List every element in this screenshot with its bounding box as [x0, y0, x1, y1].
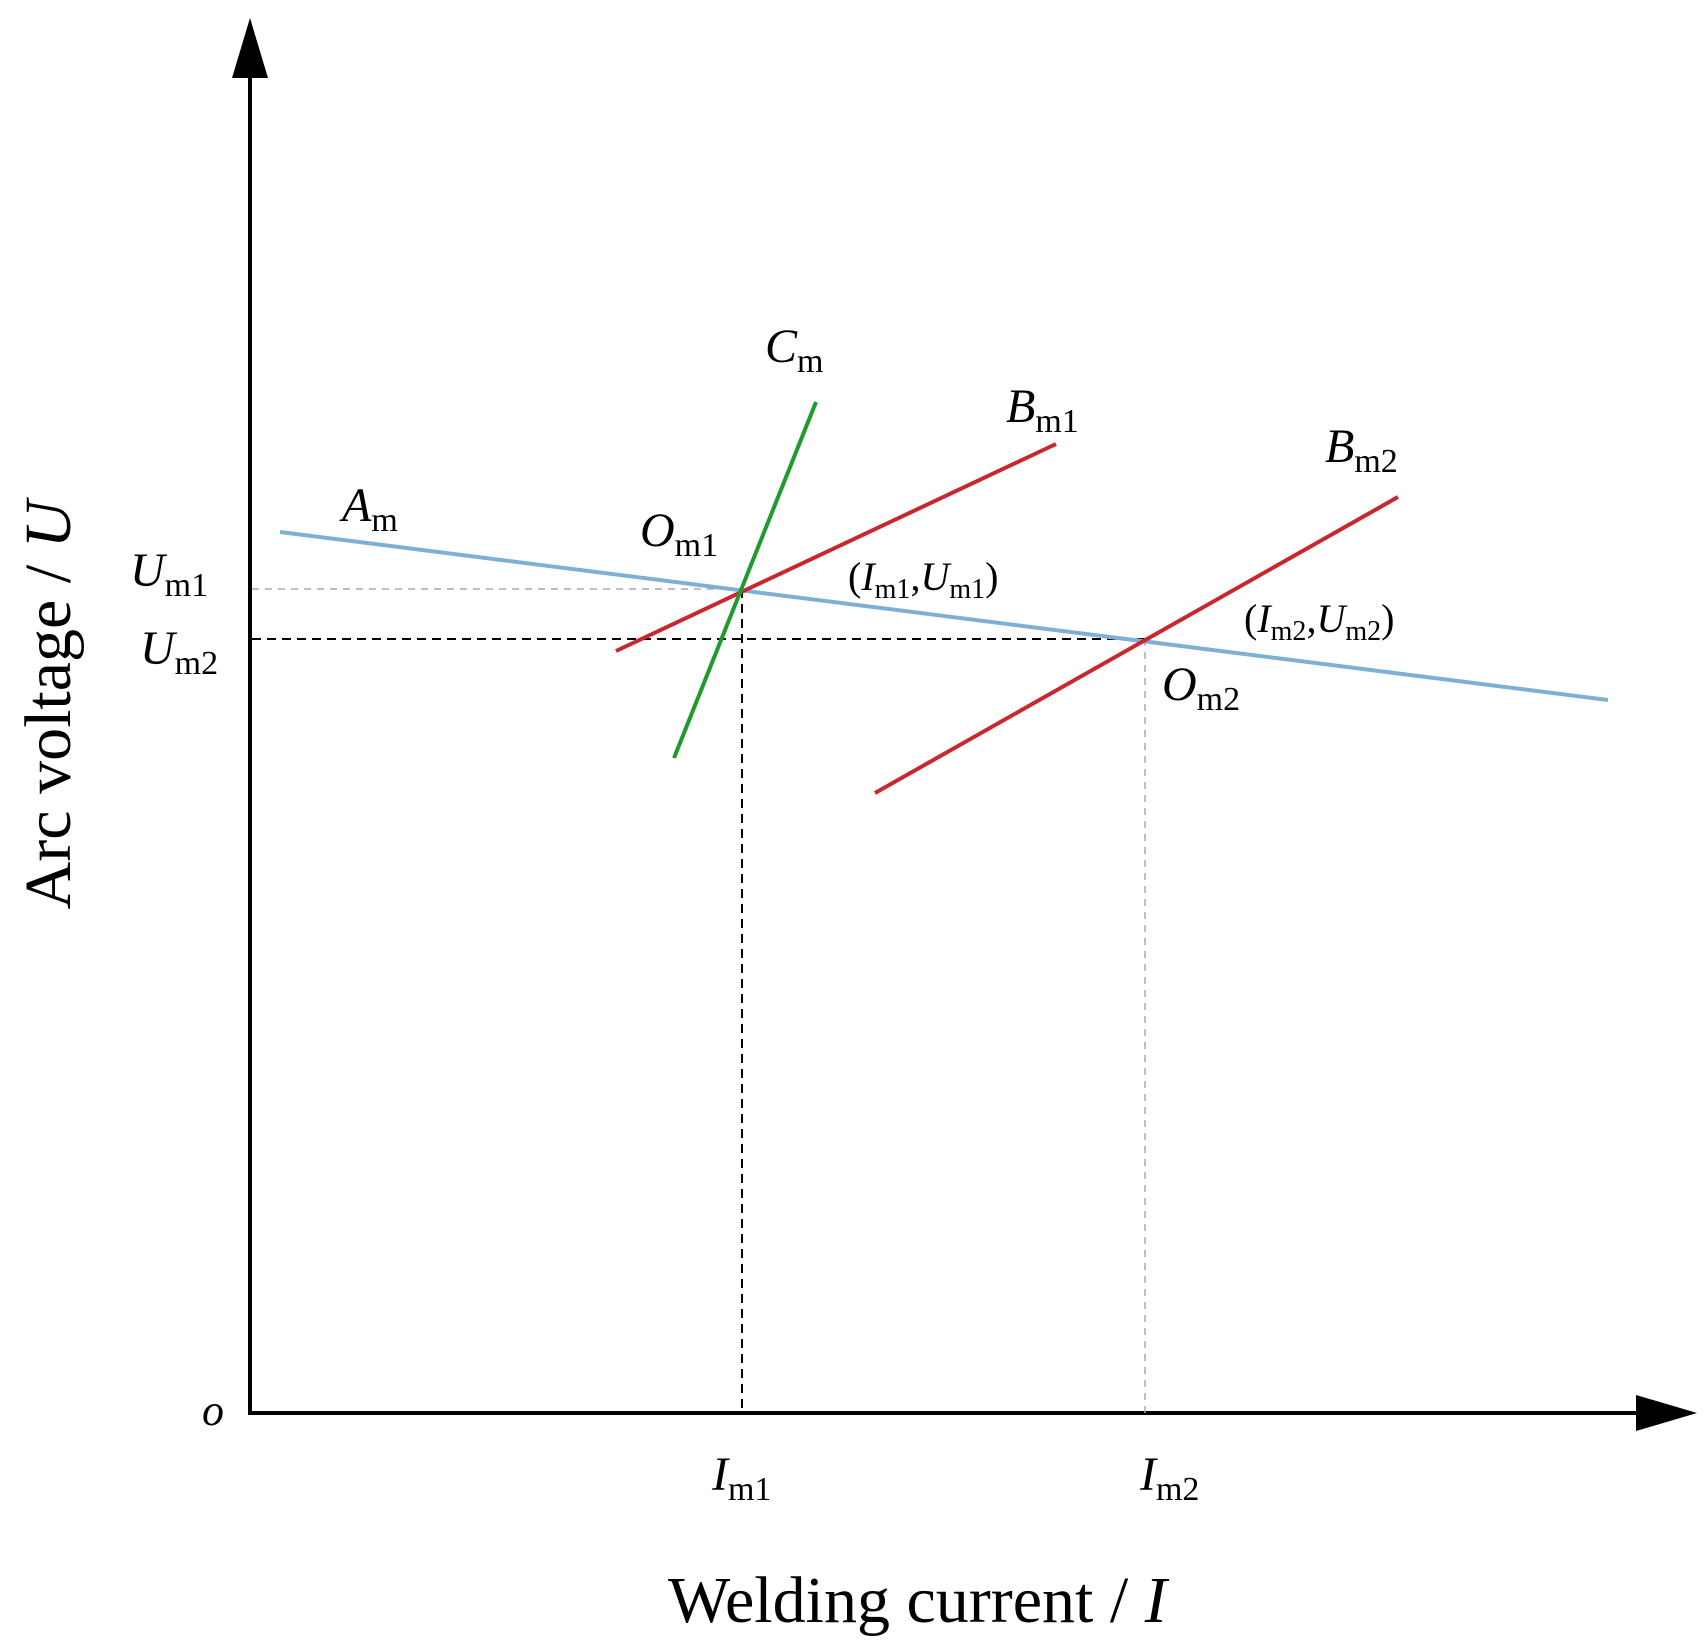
x-axis-title: Welding current / I [668, 1564, 1170, 1637]
point-o2-coordinates: (Im2,Um2) [1244, 596, 1394, 647]
y-axis-arrowhead [232, 18, 268, 78]
curve-b1-label: Bm1 [1006, 380, 1079, 440]
y-tick-u-m1: Um1 [130, 544, 208, 604]
x-tick-i-m1: Im1 [711, 1448, 771, 1508]
curve-b2-label: Bm2 [1325, 420, 1398, 480]
y-axis-title: Arc voltage / U [12, 496, 85, 909]
x-axis-arrowhead [1636, 1395, 1697, 1431]
curve-b-m1 [615, 442, 1057, 653]
curve-a-m [279, 530, 1609, 702]
point-o2-label: Om2 [1162, 658, 1240, 718]
point-o1-label: Om1 [640, 504, 718, 564]
y-tick-u-m2: Um2 [140, 622, 218, 682]
origin-label: o [202, 1386, 224, 1435]
x-tick-i-m2: Im2 [1139, 1448, 1199, 1508]
curve-c-label: Cm [765, 320, 823, 380]
curve-b-m2 [874, 495, 1399, 795]
curve-c-m [672, 401, 818, 759]
point-o1-coordinates: (Im1,Um1) [848, 554, 998, 605]
curve-a-label: Am [339, 479, 398, 539]
